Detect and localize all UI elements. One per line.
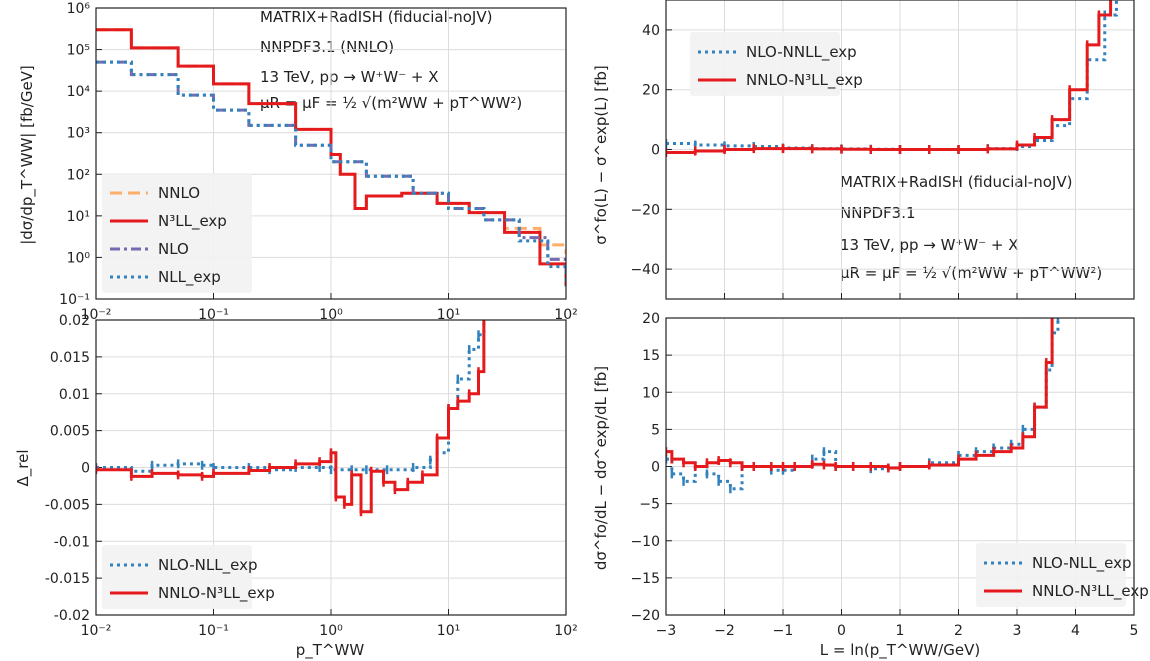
legend-label: NNLO-N³LL_exp — [1032, 582, 1149, 601]
annotation-line: μR = μF = ½ √(m²WW + pT^WW²) — [840, 264, 1102, 282]
annotation-line: 13 TeV, pp → W⁺W⁻ + X — [840, 236, 1019, 254]
x-tick-label: 10² — [554, 307, 577, 323]
y-tick-label: -0.02 — [54, 608, 90, 624]
y-tick-label: 10¹ — [67, 209, 90, 225]
y-tick-label: 40 — [642, 23, 660, 39]
legend: NLO-NLL_exp NNLO-N³LL_exp — [976, 543, 1149, 607]
axes-frame — [665, 317, 1135, 616]
series-line — [96, 320, 486, 473]
y-tick-label: 10² — [67, 167, 90, 183]
y-tick-label: −40 — [630, 262, 660, 278]
x-tick-label: 10⁻¹ — [198, 623, 229, 639]
y-tick-label: 0.02 — [59, 313, 90, 329]
x-tick-label: −3 — [656, 623, 677, 639]
series-line — [96, 320, 486, 514]
x-tick-label: 10² — [554, 623, 577, 639]
y-tick-label: 10⁻¹ — [59, 292, 90, 308]
y-tick-label: 10⁴ — [67, 84, 91, 100]
x-tick-label: −2 — [714, 623, 735, 639]
legend-label: NLO-NLL_exp — [158, 556, 257, 575]
legend-label: NNLO-N³LL_exp — [158, 584, 275, 603]
y-tick-label: 20 — [642, 311, 660, 327]
y-tick-label: 10 — [642, 385, 660, 401]
y-tick-label: 0.005 — [50, 424, 90, 440]
annotation-line: NNPDF3.1 (NNLO) — [260, 38, 394, 56]
legend-box — [102, 173, 252, 293]
annotation-line: 13 TeV, pp → W⁺W⁻ + X — [260, 68, 439, 86]
annotation-line: MATRIX+RadISH (fiducial-noJV) — [260, 8, 492, 26]
legend-label: NLO-NLL_exp — [1032, 554, 1131, 573]
plots-layer: 10⁻² 10⁻¹ 10⁰ 10¹ 10²10⁻¹10⁰10¹10²10³10⁴10⁵1… — [45, 0, 1149, 639]
x-tick-label: 2 — [954, 623, 963, 639]
annotation-line: MATRIX+RadISH (fiducial-noJV) — [840, 173, 1072, 191]
x-tick-label: 10⁻² — [81, 307, 112, 323]
y-tick-label: −15 — [630, 571, 660, 587]
series-line — [96, 60, 566, 287]
ylabel-bottom-right: dσ^fo/dL − dσ^exp/dL [fb] — [592, 366, 610, 570]
annotation-top-right: MATRIX+RadISH (fiducial-noJV) NNPDF3.1 1… — [840, 173, 1102, 282]
y-tick-label: -0.005 — [45, 497, 90, 513]
annotation-line: NNPDF3.1 — [840, 204, 916, 222]
x-tick-label: 10¹ — [437, 623, 460, 639]
y-tick-label: 0 — [81, 461, 90, 477]
legend: NLO-NNLL_exp NNLO-N³LL_exp — [690, 32, 863, 96]
y-tick-label: −5 — [639, 497, 660, 513]
x-tick-label: 0 — [837, 623, 846, 639]
x-tick-label: 5 — [1130, 623, 1139, 639]
xlabel-bottom-right: L = ln(p_T^WW/GeV) — [820, 641, 980, 660]
series-line — [96, 28, 566, 287]
y-tick-label: 0 — [651, 460, 660, 476]
y-tick-label: 15 — [642, 348, 660, 364]
legend-label: NNLO-N³LL_exp — [746, 71, 863, 90]
x-tick-label: 10⁰ — [319, 307, 343, 323]
ylabel-top-right: σ^fo(L) − σ^exp(L) [fb] — [592, 65, 610, 244]
x-tick-label: 10⁻² — [81, 623, 112, 639]
x-tick-label: 4 — [1071, 623, 1080, 639]
y-tick-label: 0 — [651, 143, 660, 159]
panel-top-right: −40 −20 0 20 40 NLO-NNLL_exp NNLO-N³LL_exp — [630, 0, 1135, 300]
legend-label: NNLO — [158, 184, 200, 202]
axes-frame — [665, 0, 1135, 300]
annotation-top-left: MATRIX+RadISH (fiducial-noJV) NNPDF3.1 (… — [260, 8, 522, 112]
legend-label: NLL_exp — [158, 268, 221, 287]
xlabel-bottom-left: p_T^WW — [296, 641, 365, 660]
panel-bottom-left: 10⁻² 10⁻¹ 10⁰ 10¹ 10² -0.02 -0.015 -0.01 -0.005 0… — [45, 313, 578, 639]
x-tick-label: 10⁰ — [319, 623, 343, 639]
legend: NLO-NLL_exp NNLO-N³LL_exp — [102, 545, 275, 609]
panel-bottom-right: −3 −2 −1 0 1 2 3 4 5−20−15−10−505101520NLO-NLL_e… — [630, 311, 1148, 639]
panel-top-left: 10⁻² 10⁻¹ 10⁰ 10¹ 10²10⁻¹10⁰10¹10²10³10⁴10⁵1… — [59, 1, 578, 323]
y-tick-label: -0.01 — [54, 534, 90, 550]
y-tick-label: 5 — [651, 422, 660, 438]
legend: NNLO N³LL_exp NLO NLL_exp — [102, 173, 252, 293]
legend-label: N³LL_exp — [158, 212, 227, 231]
ylabel-top-left: |dσ/dp_T^WW| [fb/GeV] — [18, 65, 37, 245]
y-tick-label: 10³ — [67, 126, 90, 142]
x-tick-label: 3 — [1013, 623, 1022, 639]
x-tick-label: 10⁻¹ — [198, 307, 229, 323]
y-tick-label: 0.01 — [59, 387, 90, 403]
y-tick-label: 10⁶ — [67, 1, 91, 17]
y-tick-label: −20 — [630, 202, 660, 218]
y-tick-label: 10⁵ — [67, 43, 90, 59]
x-tick-label: 1 — [896, 623, 905, 639]
annotation-line: μR = μF = ½ √(m²WW + pT^WW²) — [260, 94, 522, 112]
y-tick-label: 20 — [642, 83, 660, 99]
y-tick-label: -0.015 — [45, 571, 90, 587]
y-tick-label: 0.015 — [50, 350, 90, 366]
legend-label: NLO — [158, 240, 189, 258]
y-tick-label: 10⁰ — [67, 250, 91, 266]
legend-label: NLO-NNLL_exp — [746, 43, 857, 62]
x-tick-label: −1 — [773, 623, 794, 639]
y-tick-label: −10 — [630, 534, 660, 550]
ylabel-bottom-left: Δ_rel — [14, 450, 33, 487]
y-tick-label: −20 — [630, 608, 660, 624]
axes-frame — [95, 7, 567, 300]
axes-frame — [95, 319, 567, 616]
x-tick-label: 10¹ — [437, 307, 460, 323]
